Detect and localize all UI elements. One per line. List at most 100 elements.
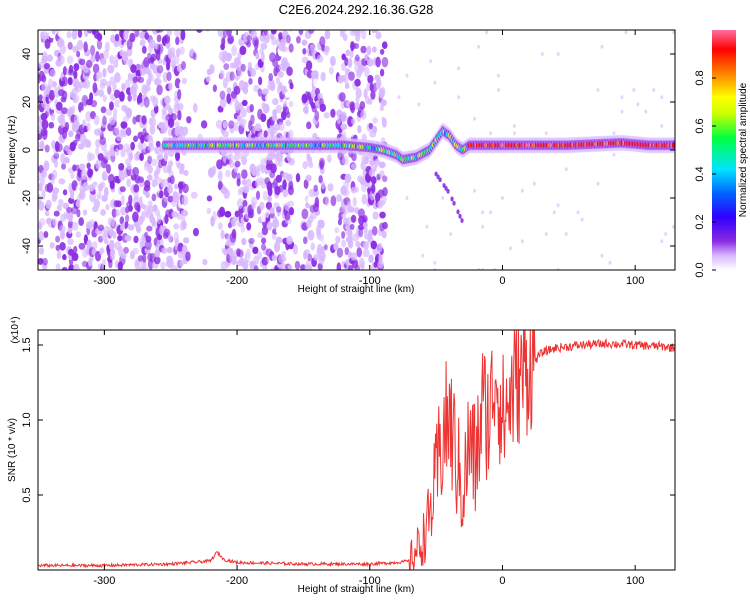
spectrogram-noise-cell [118, 91, 125, 102]
spectrogram-noise-cell [350, 163, 357, 170]
spectrogram-cells [38, 30, 675, 270]
spectrogram-noise-cell [284, 211, 291, 221]
spectrogram-noise-cell [318, 175, 323, 184]
spectrogram-noise-cell [192, 52, 197, 61]
spectrogram-noise-cell [266, 201, 273, 210]
spectrogram-noise-cell [127, 94, 132, 102]
spectrogram-noise-cell [217, 222, 223, 230]
spectrogram-noise-cell [330, 195, 337, 207]
spectrogram-noise-cell [55, 143, 63, 152]
spectrogram-noise-cell [44, 144, 50, 153]
spectrogram-noise-cell [473, 188, 477, 193]
snr-x-ticks: -300 -200 -100 0 100 [93, 330, 644, 587]
spectrogram-branch-cell [436, 174, 440, 180]
spectrogram-noise-cell [48, 89, 55, 101]
spectrogram-noise-cell [38, 258, 44, 265]
spectrogram-noise-cell [154, 249, 161, 258]
spectrogram-noise-cell [248, 77, 253, 85]
spectrogram-noise-cell [367, 229, 373, 239]
spectrogram-noise-cell [137, 141, 144, 151]
spectrogram-noise-cell [355, 87, 362, 99]
spectrogram-noise-cell [141, 211, 146, 222]
spectrogram-noise-cell [265, 211, 270, 218]
spectrogram-noise-cell [108, 101, 114, 111]
spectrogram-noise-cell [219, 69, 225, 80]
spectrogram-noise-cell [366, 109, 371, 117]
spectrogram-noise-cell [354, 54, 360, 62]
spectrogram-noise-cell [263, 30, 268, 36]
spectrogram-noise-cell [43, 62, 51, 70]
spectrogram-branch-cell [450, 196, 454, 202]
spectrogram-noise-cell [375, 31, 382, 40]
spectrogram-noise-cell [303, 179, 309, 189]
spectrogram-noise-cell [268, 259, 275, 269]
spectrogram-x-tick-label: -300 [93, 275, 115, 287]
spectrogram-noise-cell [72, 30, 78, 33]
spectrogram-noise-cell [169, 47, 176, 58]
spectrogram-noise-cell [417, 102, 421, 107]
spectrogram-noise-cell [156, 84, 163, 96]
spectrogram-noise-cell [354, 186, 360, 193]
spectrogram-y-tick-label: 0 [21, 147, 33, 153]
spectrogram-branch-cell [438, 177, 442, 183]
spectrogram-noise-cell [347, 57, 353, 68]
spectrogram-noise-cell [313, 184, 318, 192]
spectrogram-noise-cell [127, 223, 135, 231]
spectrogram-noise-cell [231, 45, 237, 57]
spectrogram-noise-cell [173, 223, 180, 230]
spectrogram-noise-cell [120, 252, 127, 260]
spectrogram-noise-cell [132, 247, 139, 255]
spectrogram-noise-cell [378, 161, 386, 169]
spectrogram-ridge-core [672, 142, 675, 148]
spectrogram-noise-cell [170, 60, 176, 68]
spectrogram-noise-cell [115, 200, 122, 208]
spectrogram-noise-cell [225, 30, 233, 37]
spectrogram-noise-cell [429, 59, 433, 64]
spectrogram-noise-cell [142, 253, 147, 263]
colorbar-tick-label: 0.8 [694, 70, 706, 85]
snr-y-tick-label: 1.0 [21, 412, 33, 427]
spectrogram-noise-cell [229, 71, 235, 81]
spectrogram-noise-cell [242, 185, 250, 194]
spectrogram-noise-cell [146, 68, 152, 75]
spectrogram-noise-cell [42, 51, 48, 60]
spectrogram-noise-cell [620, 95, 624, 100]
colorbar-ticks: 0.0 0.2 0.4 0.6 0.8 [694, 70, 716, 278]
spectrogram-noise-cell [596, 88, 600, 92]
spectrogram-noise-cell [217, 170, 223, 182]
spectrogram-noise-cell [349, 50, 354, 59]
spectrogram-noise-cell [241, 99, 248, 107]
spectrogram-noise-cell [105, 203, 110, 211]
spectrogram-noise-cell [97, 153, 104, 161]
spectrogram-noise-cell [40, 176, 45, 186]
spectrogram-noise-cell [67, 238, 74, 246]
spectrogram-noise-cell [67, 76, 73, 86]
spectrogram-noise-cell [328, 66, 334, 75]
spectrogram-noise-cell [118, 163, 125, 171]
spectrogram-noise-cell [58, 30, 65, 38]
spectrogram-noise-cell [544, 131, 548, 136]
spectrogram-noise-cell [222, 120, 227, 129]
spectrogram-noise-cell [124, 221, 129, 230]
spectrogram-noise-cell [376, 166, 381, 175]
spectrogram-noise-cell [125, 214, 130, 223]
spectrogram-noise-cell [288, 79, 293, 86]
spectrogram-noise-cell [97, 224, 105, 231]
spectrogram-noise-cell [93, 198, 101, 209]
spectrogram-noise-cell [240, 108, 247, 118]
spectrogram-noise-cell [102, 49, 109, 60]
spectrogram-noise-cell [340, 123, 348, 131]
spectrogram-noise-cell [241, 238, 247, 246]
spectrogram-noise-cell [133, 184, 140, 193]
spectrogram-noise-cell [281, 46, 288, 53]
spectrogram-noise-cell [71, 252, 79, 262]
spectrogram-noise-cell [166, 246, 173, 254]
spectrogram-noise-cell [134, 30, 140, 38]
spectrogram-noise-cell [117, 234, 123, 242]
spectrogram-noise-cell [252, 36, 259, 47]
spectrogram-noise-cell [496, 73, 500, 78]
spectrogram-noise-cell [144, 239, 152, 250]
spectrogram-noise-cell [324, 45, 330, 53]
spectrogram-noise-cell [362, 221, 368, 228]
spectrogram-noise-cell [219, 90, 226, 100]
